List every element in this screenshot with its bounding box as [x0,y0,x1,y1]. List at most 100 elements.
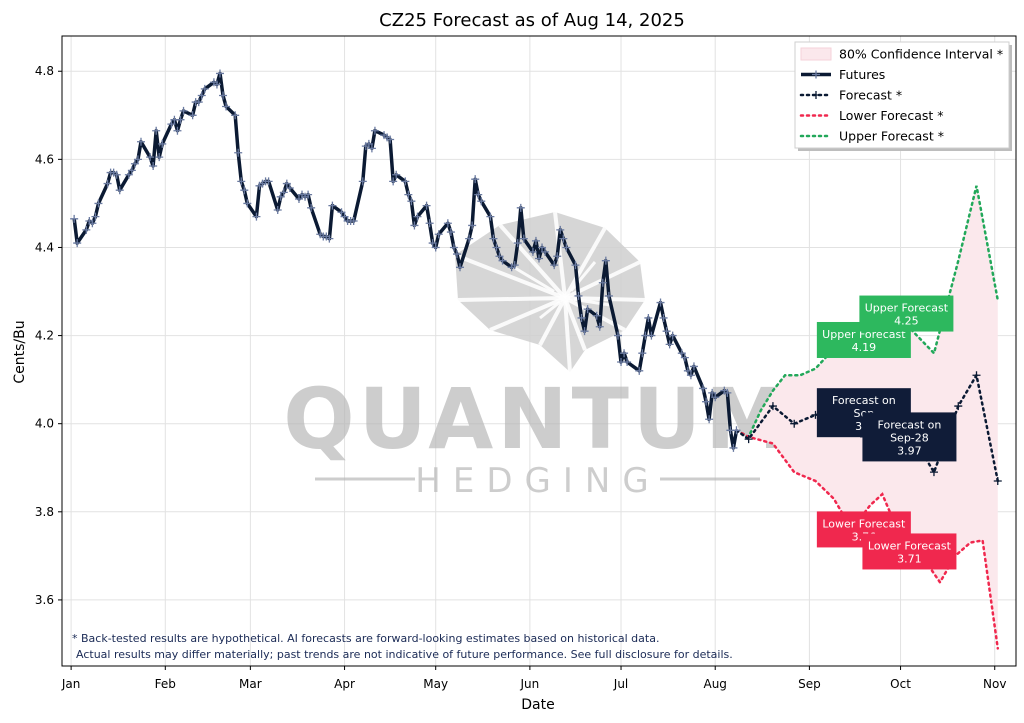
futures-point [340,212,349,221]
forecast-point [768,402,777,411]
futures-point [94,199,103,208]
watermark-brain-line [569,261,597,292]
futures-point [73,239,82,248]
futures-point [519,234,528,243]
futures-point [498,256,507,265]
futures-point [91,212,100,221]
futures-point [264,177,273,186]
watermark-brain-line [454,253,566,300]
futures-point [635,366,644,375]
futures-point [231,111,240,120]
futures-point [124,170,133,179]
futures-point [285,183,294,192]
y-tick-label: 4.0 [35,417,54,431]
futures-point [133,155,142,164]
futures-point [732,426,741,435]
futures-point [130,159,139,168]
futures-point [152,126,161,135]
futures-point [516,203,525,212]
watermark-brain-line [563,297,587,351]
x-tick-label: Oct [890,677,911,691]
futures-point [222,102,231,111]
futures-point [620,349,629,358]
forecast-label-text: Forecast on [878,418,942,431]
futures-point [82,225,91,234]
watermark-brain-line [489,296,566,332]
futures-point [215,69,224,78]
futures-point [647,331,656,340]
futures-point [367,144,376,153]
futures-point [173,126,182,135]
x-tick-label: Sep [798,677,821,691]
futures-point [489,234,498,243]
forecast-label-text: 4.19 [852,341,877,354]
futures-point [553,252,562,261]
futures-point [88,219,97,228]
disclaimer-line-1: * Back-tested results are hypothetical. … [72,632,659,645]
futures-point [541,247,550,256]
futures-point [513,239,522,248]
futures-point [273,206,282,215]
watermark-brain-line [563,297,572,373]
futures-point [665,340,674,349]
legend-label: Futures [839,67,885,82]
futures-point [146,153,155,162]
futures-point [486,212,495,221]
futures-point [571,261,580,270]
futures-point [212,80,221,89]
y-tick-label: 4.4 [35,240,54,254]
x-tick-label: Jun [520,677,540,691]
futures-point [252,212,261,221]
futures-point [364,139,373,148]
legend-label: Lower Forecast * [839,108,944,123]
futures-point [234,148,243,157]
futures-point [528,247,537,256]
lower-forecast-line [735,429,1000,650]
futures-point [623,358,632,367]
futures-point [370,126,379,135]
futures-point [386,135,395,144]
futures-point [243,199,252,208]
axis-ticks: 3.6 3.8 4.0 4.2 4.4 4.6 4.8 Jan Feb Mar Apr May Jun J… [35,64,1007,691]
futures-point [325,234,334,243]
futures-point [240,186,249,195]
futures-point [219,91,228,100]
futures-point [197,91,206,100]
futures-point [443,219,452,228]
futures-point [276,192,285,201]
futures-point [392,170,401,179]
futures-point [452,250,461,259]
y-tick-label: 4.2 [35,329,54,343]
futures-point [705,415,714,424]
x-tick-label: May [423,677,448,691]
futures-point [668,331,677,340]
watermark-brain-line [538,297,567,346]
futures-point [328,201,337,210]
x-axis-label: Date [521,697,554,713]
y-tick-label: 4.8 [35,64,54,78]
futures-point [638,349,647,358]
watermark-brain-line [457,296,566,302]
futures-point [194,98,203,107]
x-tick-label: Feb [155,677,176,691]
futures-point [149,161,158,170]
futures-point [404,190,413,199]
futures-point [580,327,589,336]
futures-point [550,261,559,270]
series-markers [70,69,1002,485]
futures-point [431,243,440,252]
forecast-point [954,402,963,411]
forecast-label-box [862,533,957,570]
futures-point [337,208,346,217]
futures-point [574,291,583,300]
futures-point [598,278,607,287]
watermark-word-quantum: QUANTUM [283,370,792,468]
futures-point [477,197,486,206]
futures-point [410,221,419,230]
futures-point [127,166,136,175]
futures-point [407,197,416,206]
futures-point [711,393,720,402]
